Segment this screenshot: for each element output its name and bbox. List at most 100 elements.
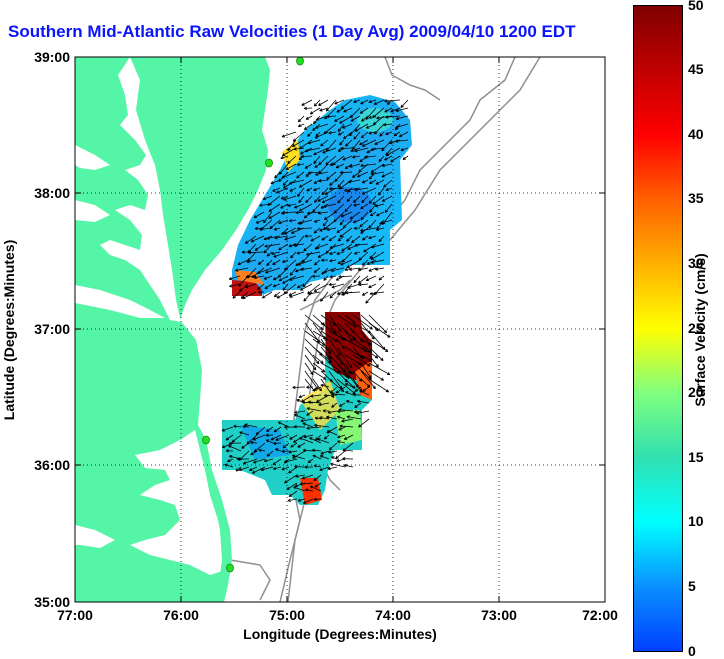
velocity-arrow	[273, 441, 282, 446]
velocity-arrow	[297, 442, 306, 448]
velocity-arrow	[374, 267, 385, 271]
velocity-arrow	[307, 139, 321, 145]
velocity-arrow	[370, 163, 385, 173]
velocity-arrow	[304, 330, 326, 346]
velocity-arrow	[307, 171, 321, 175]
station-marker	[202, 435, 210, 445]
velocity-arrow	[395, 115, 409, 121]
velocity-arrow	[365, 123, 377, 129]
velocity-arrow	[235, 466, 242, 472]
velocity-arrow	[368, 99, 377, 104]
velocity-arrow	[368, 131, 377, 135]
velocity-arrow	[296, 283, 305, 289]
velocity-arrow	[345, 400, 354, 404]
velocity-arrow	[246, 259, 257, 264]
velocity-arrow	[255, 219, 265, 224]
velocity-arrow	[289, 267, 297, 276]
velocity-arrow	[368, 219, 377, 229]
coastline-land	[75, 57, 270, 602]
x-tick-labels: 77:00 76:00 75:00 74:00 73:00 72:00	[57, 607, 618, 623]
velocity-arrow	[339, 402, 346, 407]
velocity-arrow	[324, 187, 337, 195]
velocity-arrow	[231, 434, 242, 443]
velocity-arrow	[328, 442, 338, 451]
velocity-arrow	[304, 234, 313, 238]
velocity-arrow	[346, 259, 361, 269]
velocity-arrow	[278, 219, 289, 225]
velocity-arrow	[281, 131, 297, 138]
velocity-arrow	[287, 139, 297, 152]
velocity-arrow	[330, 267, 345, 273]
velocity-arrow	[336, 291, 345, 295]
velocity-arrow	[281, 210, 297, 215]
velocity-arrow	[339, 424, 354, 428]
velocity-arrow	[368, 314, 388, 334]
velocity-arrow	[292, 139, 305, 147]
velocity-arrow	[361, 195, 369, 204]
velocity-arrow	[297, 498, 306, 502]
velocity-arrow	[329, 259, 337, 263]
velocity-arrow	[253, 275, 265, 280]
velocity-arrow	[326, 430, 338, 436]
velocity-arrow	[328, 322, 337, 334]
velocity-arrow	[378, 275, 385, 281]
velocity-arrow	[358, 418, 370, 428]
velocity-arrow	[266, 426, 274, 433]
velocity-arrow	[341, 418, 354, 423]
velocity-arrow	[368, 346, 384, 362]
velocity-arrow	[384, 107, 393, 113]
velocity-arrow	[378, 235, 385, 243]
velocity-arrow	[257, 290, 265, 294]
velocity-arrow	[345, 139, 353, 147]
velocity-arrow	[253, 458, 266, 464]
velocity-arrow	[292, 385, 306, 390]
y-tick-label: 39:00	[34, 49, 70, 65]
velocity-arrow	[265, 267, 281, 274]
velocity-arrow	[228, 445, 242, 452]
velocity-arrow	[329, 179, 337, 186]
velocity-arrow	[266, 251, 273, 257]
velocity-arrow	[368, 171, 377, 180]
velocity-arrow	[319, 227, 329, 232]
velocity-arrow	[342, 219, 353, 229]
velocity-arrow	[229, 283, 241, 288]
velocity-arrow	[320, 383, 330, 388]
velocity-arrow	[235, 267, 249, 272]
velocity-arrow	[312, 370, 327, 380]
velocity-arrow	[360, 203, 369, 210]
velocity-arrow	[328, 235, 337, 242]
velocity-arrow	[288, 219, 297, 223]
colorbar-tick: 20	[688, 384, 704, 400]
velocity-arrow	[362, 386, 370, 392]
velocity-arrow	[284, 474, 298, 484]
velocity-arrow	[368, 338, 389, 352]
colorbar-tick: 40	[688, 126, 704, 142]
velocity-arrow	[363, 243, 377, 253]
velocity-arrow	[274, 171, 281, 179]
velocity-arrow	[369, 211, 377, 217]
velocity-arrow	[266, 235, 281, 240]
colorbar-tick: 30	[688, 255, 704, 271]
velocity-arrow	[340, 211, 353, 218]
velocity-arrow	[262, 195, 273, 201]
velocity-arrow	[330, 462, 346, 468]
velocity-arrow	[295, 474, 306, 478]
velocity-arrow	[326, 114, 337, 119]
velocity-arrow	[352, 155, 361, 159]
velocity-arrow	[313, 283, 329, 292]
velocity-arrow	[313, 267, 321, 274]
velocity-arrow	[337, 123, 345, 132]
velocity-arrow	[402, 155, 409, 161]
velocity-arrow	[337, 259, 345, 265]
velocity-arrow	[283, 195, 297, 201]
velocity-arrow	[322, 219, 329, 227]
velocity-arrow	[295, 210, 305, 215]
velocity-arrow	[242, 291, 257, 300]
velocity-arrow	[309, 485, 322, 492]
velocity-arrow	[294, 410, 306, 414]
velocity-arrow	[323, 211, 337, 220]
velocity-arrow	[287, 498, 298, 502]
velocity-arrow	[312, 454, 322, 460]
velocity-arrow	[285, 163, 297, 171]
